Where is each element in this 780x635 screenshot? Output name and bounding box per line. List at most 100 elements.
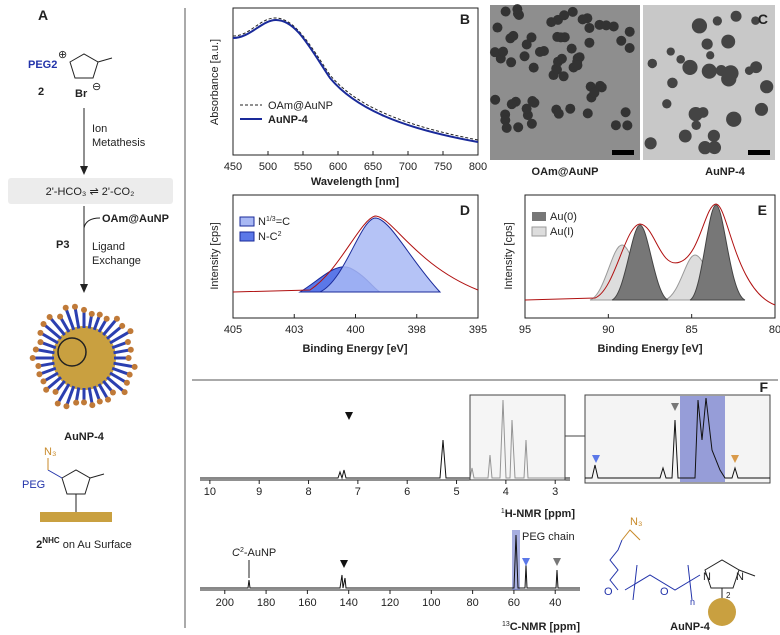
x-tick-label: 5 [453,486,459,498]
legend-entry: N1/3=C [258,216,290,228]
x-tick-label: 85 [686,324,698,336]
ligand-end [37,339,44,346]
ligand-end [126,371,133,378]
particle [751,16,760,25]
peg-label: PEG [22,479,45,491]
highlight [512,530,520,590]
step-label: P3 [56,239,69,251]
ligand [42,322,62,340]
reagent: OAm@AuNP [102,213,169,225]
particle [608,21,619,32]
arrow [83,217,101,229]
arrow-head [80,166,88,175]
ligand [113,361,135,369]
ligand-end [43,386,50,393]
ligand-end [96,311,103,318]
fit [232,215,479,293]
ligand-end [46,314,53,321]
particle [701,63,717,79]
ligand-end [40,378,47,385]
particle [667,77,678,89]
ligand-end [37,329,44,336]
atom: O [660,586,669,598]
x-tick-label: 120 [381,597,399,609]
step: Exchange [92,255,141,267]
anion: Br [75,88,88,100]
equilibrium: 2'-HCO₃ ⇌ 2'-CO₂ [46,186,135,198]
ligand-end [81,399,87,406]
particle [498,46,509,57]
ligand [97,383,110,401]
x-tick-label: 405 [224,324,242,336]
x-tick-label: 600 [329,161,347,173]
particle-name: AuNP-4 [64,431,105,443]
legend-entry: Au(0) [550,211,577,223]
ligand-end [103,315,110,322]
x-tick-label: 9 [256,486,262,498]
x-tick-label: 180 [257,597,275,609]
particle [519,51,530,62]
ligand [106,324,124,340]
marker [731,455,739,463]
legend-entry: Au(I) [550,226,574,238]
atom: N [703,571,711,583]
ligand-end [81,306,87,313]
particle [534,46,545,57]
particle [644,137,657,150]
ligand [73,306,81,329]
marker [592,455,600,463]
ligand-end [88,310,95,317]
particles [489,4,774,155]
x-tick-label: 200 [216,597,234,609]
particle [558,71,569,82]
spectrum [200,534,580,589]
ligand-end [40,321,47,328]
x-axis-label: Wavelength [nm] [311,176,400,188]
annotation: PEG chain [522,531,575,543]
particle [506,57,517,68]
ligand-end [54,400,61,407]
ligand-end [89,402,96,409]
particle [754,102,769,116]
x-tick-label: 500 [259,161,277,173]
particle [624,26,635,37]
ligand [56,383,71,405]
particle [622,120,633,131]
x-tick-label: 100 [422,597,440,609]
x-tick-label: 650 [364,161,382,173]
x-tick-label: 95 [519,324,531,336]
legend-key [239,231,255,242]
particle [559,10,570,21]
particle [513,122,524,133]
particle [501,122,512,133]
y-axis-label: Intensity [cps] [503,222,515,289]
legend-entry: AuNP-4 [268,114,309,126]
ligand [65,385,76,407]
peak [319,217,442,293]
step: Ligand [92,241,125,253]
x-tick-label: 4 [503,486,509,498]
particle [526,32,537,43]
ligand-end [119,322,126,329]
atom: N [736,571,744,583]
x-tick-label: 160 [298,597,316,609]
particle [500,115,511,126]
fit [524,203,776,306]
particle [567,6,578,17]
molecule-name: AuNP-4 [670,621,711,633]
particle [722,65,739,82]
ligand-end [131,363,138,370]
particle [555,32,566,43]
ligand [45,376,62,391]
marker [345,412,353,420]
particle [565,103,576,114]
particle [666,47,675,56]
scale-bar [612,150,634,155]
ligand [64,307,76,331]
particle [698,141,712,155]
particle [489,47,500,58]
ligand-end [73,399,80,406]
ligand [48,316,66,336]
atom: O [604,586,613,598]
x-tick-label: 60 [508,597,520,609]
